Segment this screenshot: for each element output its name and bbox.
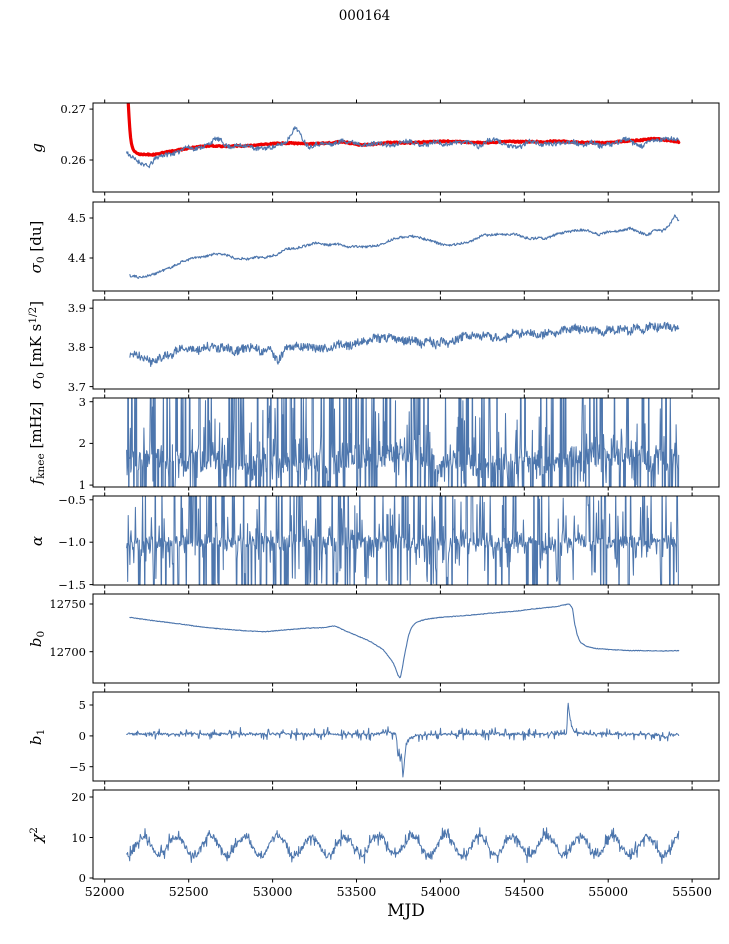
y-axis-title-alpha: α [28,535,46,546]
series-g-smoothed [126,103,681,157]
x-tick-label: 53500 [336,884,377,899]
axes-frame [92,397,720,488]
y-tick-label: 3 [78,394,86,409]
y-tick-label: 3.7 [67,379,86,394]
y-tick-label: 1 [78,478,86,493]
y-tick-label: 4.5 [67,211,86,225]
y-axis-title-g: g [28,142,46,153]
axes-frame [92,691,720,782]
series-sigma0-mK [129,321,680,368]
y-tick-label: −0.5 [58,492,86,507]
panel-sigma0_mK [89,296,720,393]
y-tick-label: 4.4 [67,251,86,265]
axes-frame [92,299,720,390]
panel-chi2 [89,786,720,883]
y-axis-title-b1: b1 [26,728,48,745]
x-axis-title: MJD [387,901,425,921]
y-axis-title-f_knee: fknee [mHz] [26,401,48,484]
y-tick-label: 10 [71,830,86,845]
panel-alpha [89,492,720,589]
x-tick-label: 55500 [672,884,712,899]
axes-frame [92,593,720,684]
x-tick-label: 54000 [420,884,461,899]
y-tick-label: 3.8 [67,340,86,355]
y-axis-title-sigma0_mK: σ0 [mK s1/2] [26,300,48,389]
series-f-knee [126,398,680,487]
figure-title: 000164 [338,8,391,24]
y-tick-label: 12750 [49,597,86,611]
y-tick-label: −1.0 [58,535,86,550]
axes-frame [92,495,720,586]
panel-b1 [89,688,720,785]
panel-g [89,99,720,196]
x-tick-label: 55000 [588,884,629,899]
y-axis-title-chi2: χ2 [27,826,47,843]
y-tick-label: 2 [78,436,86,451]
y-axis-title-sigma0_du: σ0 [du] [26,220,48,273]
y-tick-label: 0.27 [60,102,86,117]
x-tick-label: 53000 [252,884,293,899]
axes-frame [92,789,720,880]
x-tick-label: 54500 [504,884,545,899]
x-tick-label: 52500 [168,884,209,899]
panel-sigma0_du [89,198,720,295]
axes-frame [92,102,720,193]
series-g-raw [126,126,680,169]
y-tick-label: 3.9 [67,301,86,316]
axes-frame [92,201,720,292]
y-tick-label: 12700 [49,644,86,659]
series-sigma0-du [129,214,680,279]
y-axis-title-b0: b0 [26,630,48,647]
panel-b0 [89,590,720,687]
series-b1 [126,702,680,778]
panel-f_knee [89,394,720,491]
y-tick-label: 0.26 [60,153,86,167]
series-b0 [129,603,680,679]
x-tick-label: 52000 [84,884,125,899]
y-tick-label: 0 [78,871,86,885]
series-chi2 [126,827,680,864]
y-tick-label: −1.5 [58,577,86,592]
y-tick-label: −5 [69,759,86,774]
y-tick-label: 5 [78,698,86,712]
y-tick-label: 20 [71,790,86,804]
y-tick-label: 0 [78,728,86,743]
